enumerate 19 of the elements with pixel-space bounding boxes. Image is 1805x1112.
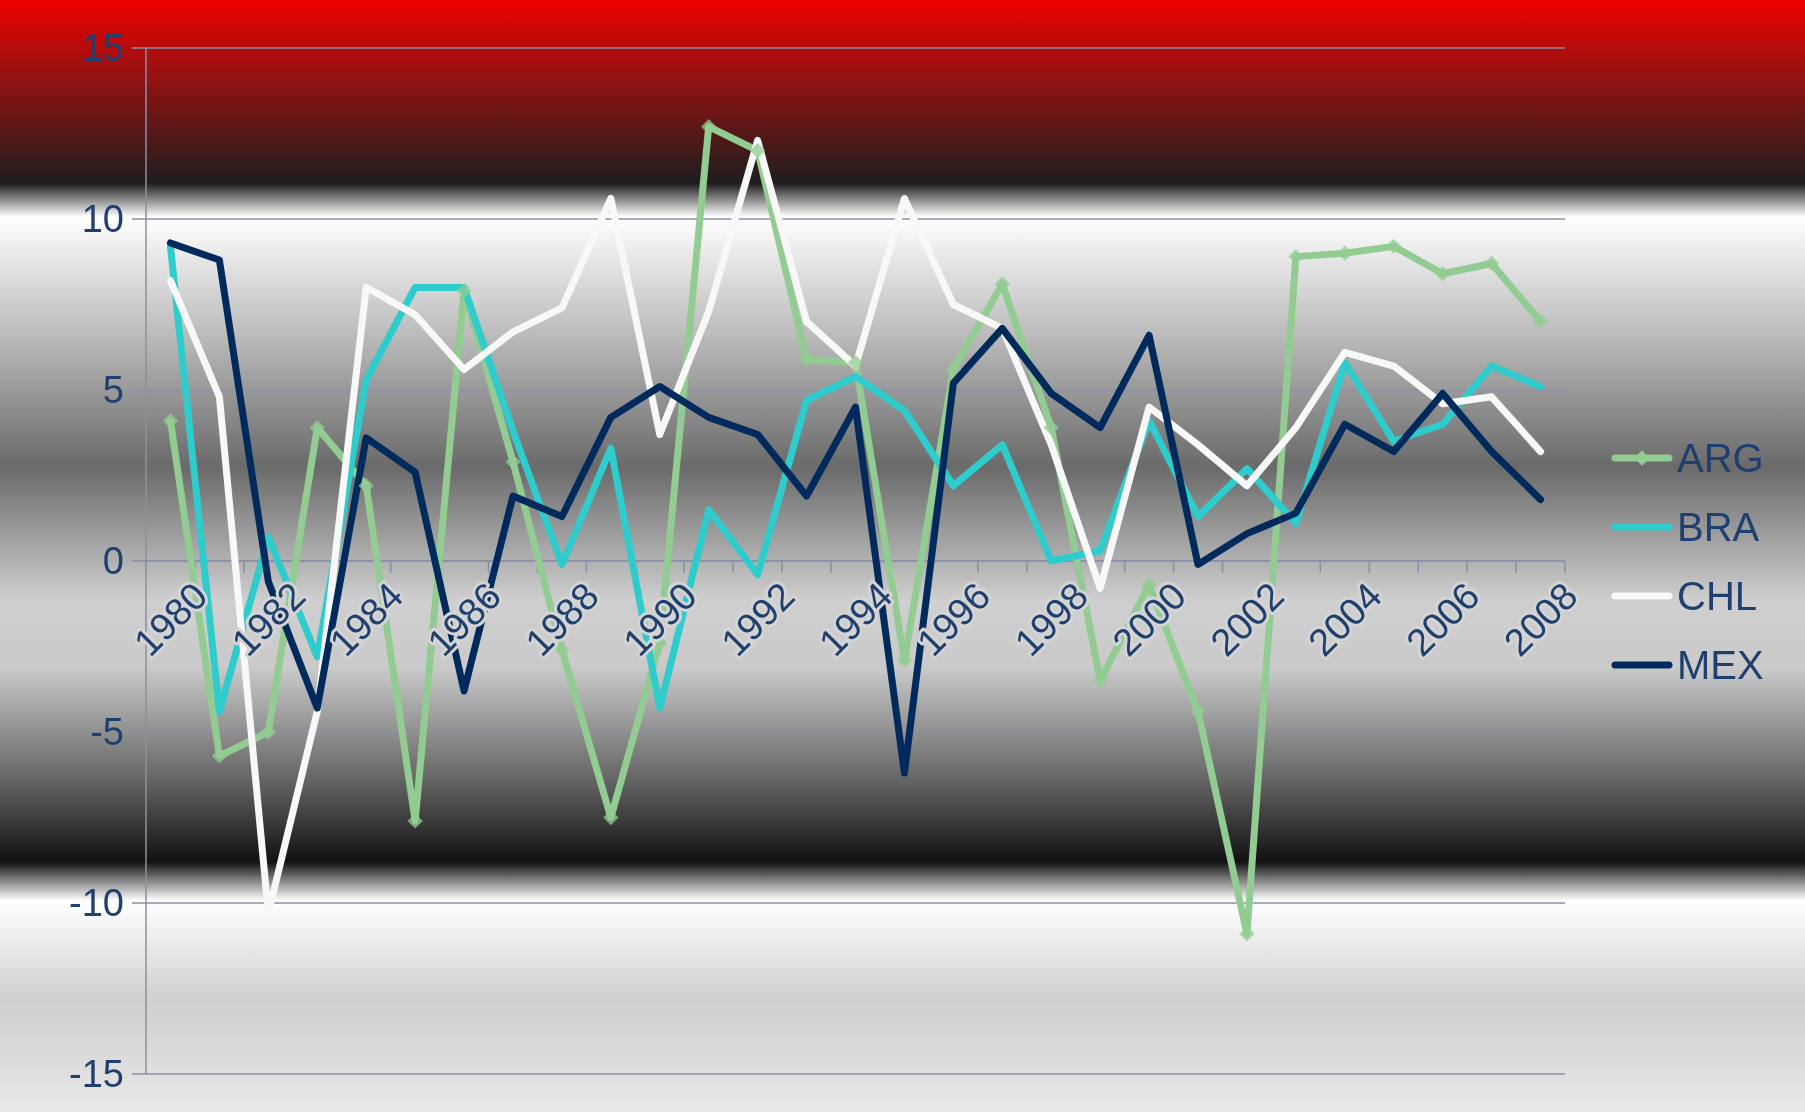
y-tick-label: 10 [81, 198, 124, 241]
point [505, 454, 521, 470]
point [1532, 313, 1549, 330]
point [456, 283, 472, 299]
legend-label: BRA [1677, 505, 1760, 549]
y-tick-label: -10 [69, 882, 124, 925]
y-tick-label: 15 [81, 27, 124, 70]
point [945, 361, 962, 378]
point [1043, 419, 1059, 436]
point [1386, 238, 1402, 255]
point [749, 142, 766, 159]
point [847, 354, 864, 371]
y-tick-label: -5 [90, 711, 124, 754]
legend-label: MEX [1677, 643, 1764, 687]
y-tick-label: 5 [102, 369, 124, 412]
legend-label: ARG [1677, 436, 1764, 480]
legend-label: CHL [1677, 574, 1758, 618]
y-tick-label: -15 [69, 1053, 124, 1096]
y-tick-label: 0 [102, 540, 124, 583]
